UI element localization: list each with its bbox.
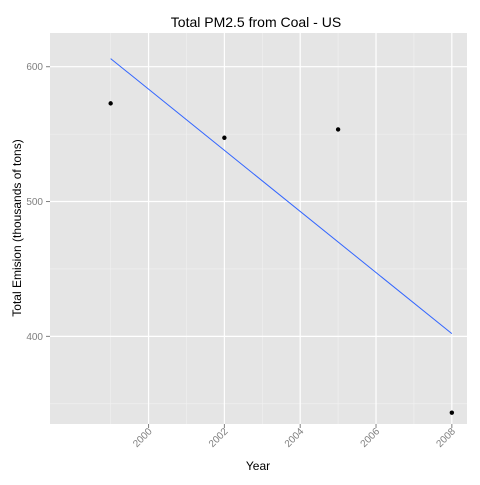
grid-minor [50, 33, 467, 424]
grid-major [50, 33, 467, 424]
data-point [335, 127, 341, 132]
data-points [108, 101, 455, 415]
chart-title: Total PM2.5 from Coal - US [171, 14, 341, 30]
x-tick-label: 2008 [434, 426, 458, 450]
x-tick-label: 2006 [359, 426, 383, 450]
y-axis-label: Total Emision (thousands of tons) [10, 139, 24, 316]
x-tick-label: 2004 [283, 426, 307, 450]
x-axis-label: Year [246, 459, 270, 473]
y-axis-ticks: 400 500 600 [26, 62, 50, 343]
y-tick-label: 600 [26, 62, 43, 73]
data-point [108, 101, 113, 106]
x-axis-ticks: 2000 2002 2004 2006 2008 [131, 424, 458, 450]
y-tick-label: 500 [26, 197, 43, 208]
plot-panel [50, 33, 467, 424]
trend-line-group [110, 58, 453, 335]
data-point [222, 135, 227, 140]
x-tick-label: 2002 [207, 426, 231, 450]
y-tick-label: 400 [26, 332, 43, 343]
x-tick-label: 2000 [131, 426, 155, 450]
trend-line [110, 58, 453, 335]
data-point [449, 410, 455, 415]
